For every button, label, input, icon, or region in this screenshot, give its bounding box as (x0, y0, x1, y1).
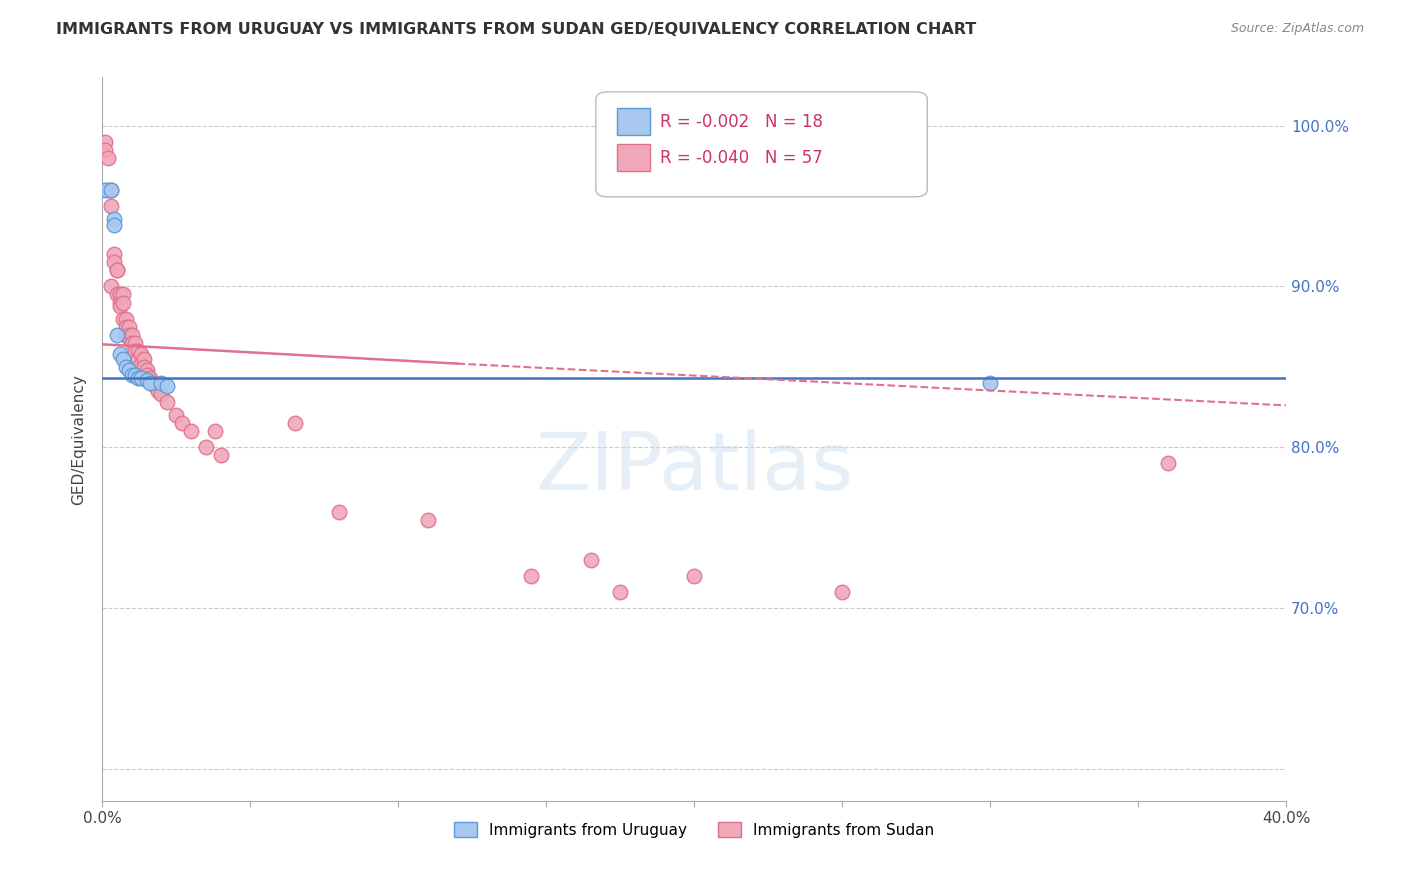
Point (118, 331, 141, 345)
Point (180, 424, 202, 438)
Point (150, 387, 173, 401)
Point (105, 263, 128, 277)
Point (148, 384, 170, 398)
Point (520, 569, 543, 583)
Point (121, 335, 143, 350)
Point (156, 395, 179, 409)
Point (145, 379, 167, 393)
Point (121, 368, 143, 382)
Point (115, 359, 138, 374)
Point (108, 287, 131, 301)
Point (103, 211, 125, 226)
Point (979, 376, 1001, 390)
Point (115, 311, 138, 326)
Point (118, 327, 141, 342)
Point (94, 143, 117, 157)
Point (129, 347, 152, 361)
Point (108, 347, 131, 361)
Point (94, 135, 117, 149)
Point (94, 183, 117, 197)
Point (118, 363, 141, 377)
Point (416, 512, 439, 526)
Point (100, 199, 122, 213)
Point (100, 279, 122, 293)
Point (100, 183, 122, 197)
Text: Source: ZipAtlas.com: Source: ZipAtlas.com (1230, 22, 1364, 36)
Point (165, 408, 187, 422)
Point (172, 416, 194, 430)
Point (194, 440, 217, 454)
Point (831, 585, 853, 599)
Point (138, 376, 160, 390)
Point (284, 416, 307, 430)
Point (141, 376, 163, 390)
Point (124, 368, 146, 382)
Y-axis label: GED/Equivalency: GED/Equivalency (72, 374, 86, 505)
Point (121, 327, 143, 342)
Text: ZIPatlas: ZIPatlas (536, 429, 853, 507)
Point (135, 368, 157, 382)
Point (111, 295, 134, 310)
Point (124, 343, 146, 358)
Point (129, 371, 152, 385)
Point (97, 151, 120, 165)
Point (115, 319, 138, 334)
Point (579, 553, 602, 567)
Point (103, 247, 125, 261)
Point (156, 379, 179, 393)
Point (135, 363, 157, 377)
Point (105, 327, 128, 342)
Point (105, 263, 128, 277)
Point (108, 295, 131, 310)
Point (209, 448, 232, 462)
Point (328, 504, 350, 518)
Point (105, 287, 128, 301)
Point (204, 424, 226, 438)
Text: R = -0.002   N = 18: R = -0.002 N = 18 (659, 113, 823, 131)
Text: IMMIGRANTS FROM URUGUAY VS IMMIGRANTS FROM SUDAN GED/EQUIVALENCY CORRELATION CHA: IMMIGRANTS FROM URUGUAY VS IMMIGRANTS FR… (56, 22, 977, 37)
Point (103, 219, 125, 233)
Bar (617, 108, 651, 136)
Point (132, 351, 155, 366)
Point (138, 371, 160, 385)
Point (127, 371, 149, 385)
FancyBboxPatch shape (596, 92, 928, 197)
Point (124, 335, 146, 350)
Point (111, 351, 134, 366)
Point (129, 357, 152, 371)
Point (127, 351, 149, 366)
Point (132, 359, 155, 374)
Bar (617, 144, 651, 171)
Text: R = -0.040   N = 57: R = -0.040 N = 57 (659, 150, 823, 168)
Point (609, 585, 631, 599)
Point (1156, 456, 1178, 470)
Legend: Immigrants from Uruguay, Immigrants from Sudan: Immigrants from Uruguay, Immigrants from… (449, 815, 941, 844)
Point (111, 287, 134, 301)
Point (135, 373, 157, 387)
Point (150, 376, 173, 390)
Point (127, 343, 149, 358)
Point (97, 183, 120, 197)
Point (100, 183, 122, 197)
Point (108, 299, 131, 313)
Point (111, 311, 134, 326)
Point (103, 255, 125, 269)
Point (683, 569, 706, 583)
Point (115, 327, 138, 342)
Point (118, 319, 141, 334)
